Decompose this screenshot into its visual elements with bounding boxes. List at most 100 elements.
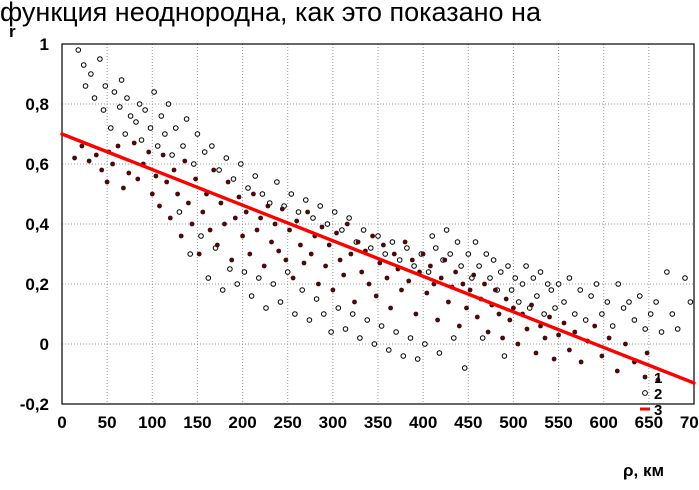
open-point [505, 263, 511, 269]
open-point [306, 317, 313, 323]
open-point [259, 191, 266, 197]
filled-point [261, 263, 267, 269]
filled-point [258, 215, 263, 221]
filled-point [442, 257, 448, 263]
open-point [436, 350, 443, 356]
filled-point [283, 257, 289, 263]
filled-point [298, 242, 303, 248]
open-point [555, 281, 562, 287]
filled-point [460, 281, 466, 287]
open-point [577, 287, 584, 293]
filled-point [316, 281, 321, 287]
open-point [465, 251, 472, 257]
open-point [483, 251, 490, 257]
open-point [180, 143, 186, 149]
x-tick-label: 50 [98, 413, 117, 432]
filled-point [175, 191, 181, 197]
open-point [378, 323, 385, 329]
filled-point [265, 203, 271, 209]
open-point [626, 299, 632, 305]
open-point [91, 95, 98, 101]
filled-point [599, 353, 605, 359]
open-point [238, 161, 244, 167]
open-point [111, 89, 118, 95]
filled-point [160, 152, 166, 158]
open-point [516, 299, 522, 305]
filled-point [167, 215, 173, 221]
filled-point [93, 152, 99, 158]
x-tick-label: 400 [409, 413, 437, 432]
open-point [653, 299, 659, 305]
x-tick-label: 450 [454, 413, 482, 432]
open-point [490, 257, 497, 263]
filled-point [377, 260, 383, 266]
filled-point [614, 368, 620, 374]
filled-point [424, 290, 430, 296]
filled-point [435, 317, 440, 323]
open-point [241, 269, 248, 275]
open-point [674, 326, 681, 332]
filled-point [474, 314, 480, 320]
open-point [118, 77, 125, 83]
filled-point [236, 194, 242, 200]
filled-point [471, 272, 477, 278]
filled-point [359, 269, 365, 275]
header-text: функция неоднородна, как это показано на [0, 0, 542, 27]
filled-point [104, 179, 110, 185]
open-point [620, 305, 627, 311]
open-point [292, 311, 298, 317]
open-point [335, 305, 342, 311]
filled-point [153, 173, 159, 179]
open-point [303, 197, 309, 203]
open-point [173, 125, 179, 131]
open-point [512, 275, 519, 281]
x-tick-label: 0 [57, 413, 66, 432]
filled-point [341, 272, 347, 278]
open-point [277, 299, 284, 305]
filled-point [193, 176, 199, 182]
open-point [396, 257, 403, 263]
filled-point [500, 335, 505, 341]
open-point [364, 317, 371, 323]
open-point [429, 233, 436, 239]
plot-frame [61, 43, 695, 405]
filled-point [542, 335, 548, 341]
legend-label-3: 3 [654, 402, 662, 419]
open-point [400, 353, 407, 359]
open-point [270, 281, 277, 287]
open-point [295, 209, 302, 215]
open-point [205, 275, 212, 281]
legend-open-marker [642, 390, 648, 396]
filled-point [99, 167, 105, 173]
filled-point [337, 257, 343, 263]
filled-point [556, 332, 561, 338]
filled-point [561, 320, 567, 326]
open-point [541, 311, 547, 317]
filled-point [355, 239, 361, 245]
x-tick-label: 300 [319, 413, 347, 432]
filled-point [655, 377, 661, 383]
open-point [299, 287, 306, 293]
filled-point [366, 281, 372, 287]
open-point [609, 323, 616, 329]
filled-point [330, 287, 336, 293]
open-point [537, 269, 544, 275]
open-point [158, 113, 165, 119]
open-point [530, 275, 537, 281]
filled-point [229, 257, 235, 263]
filled-point [207, 227, 213, 233]
open-point [552, 305, 558, 311]
open-point [339, 227, 345, 233]
filled-point [126, 170, 132, 176]
open-point [588, 293, 594, 299]
filled-point [243, 209, 249, 215]
open-point [382, 251, 389, 257]
open-point [368, 245, 374, 251]
filled-point [428, 263, 433, 269]
y-axis-label: r [9, 22, 16, 41]
open-point [75, 47, 82, 53]
filled-point [305, 209, 310, 215]
open-point [248, 293, 255, 299]
y-tick-label: 0,6 [25, 155, 49, 174]
y-tick-label: 0,2 [25, 275, 49, 294]
